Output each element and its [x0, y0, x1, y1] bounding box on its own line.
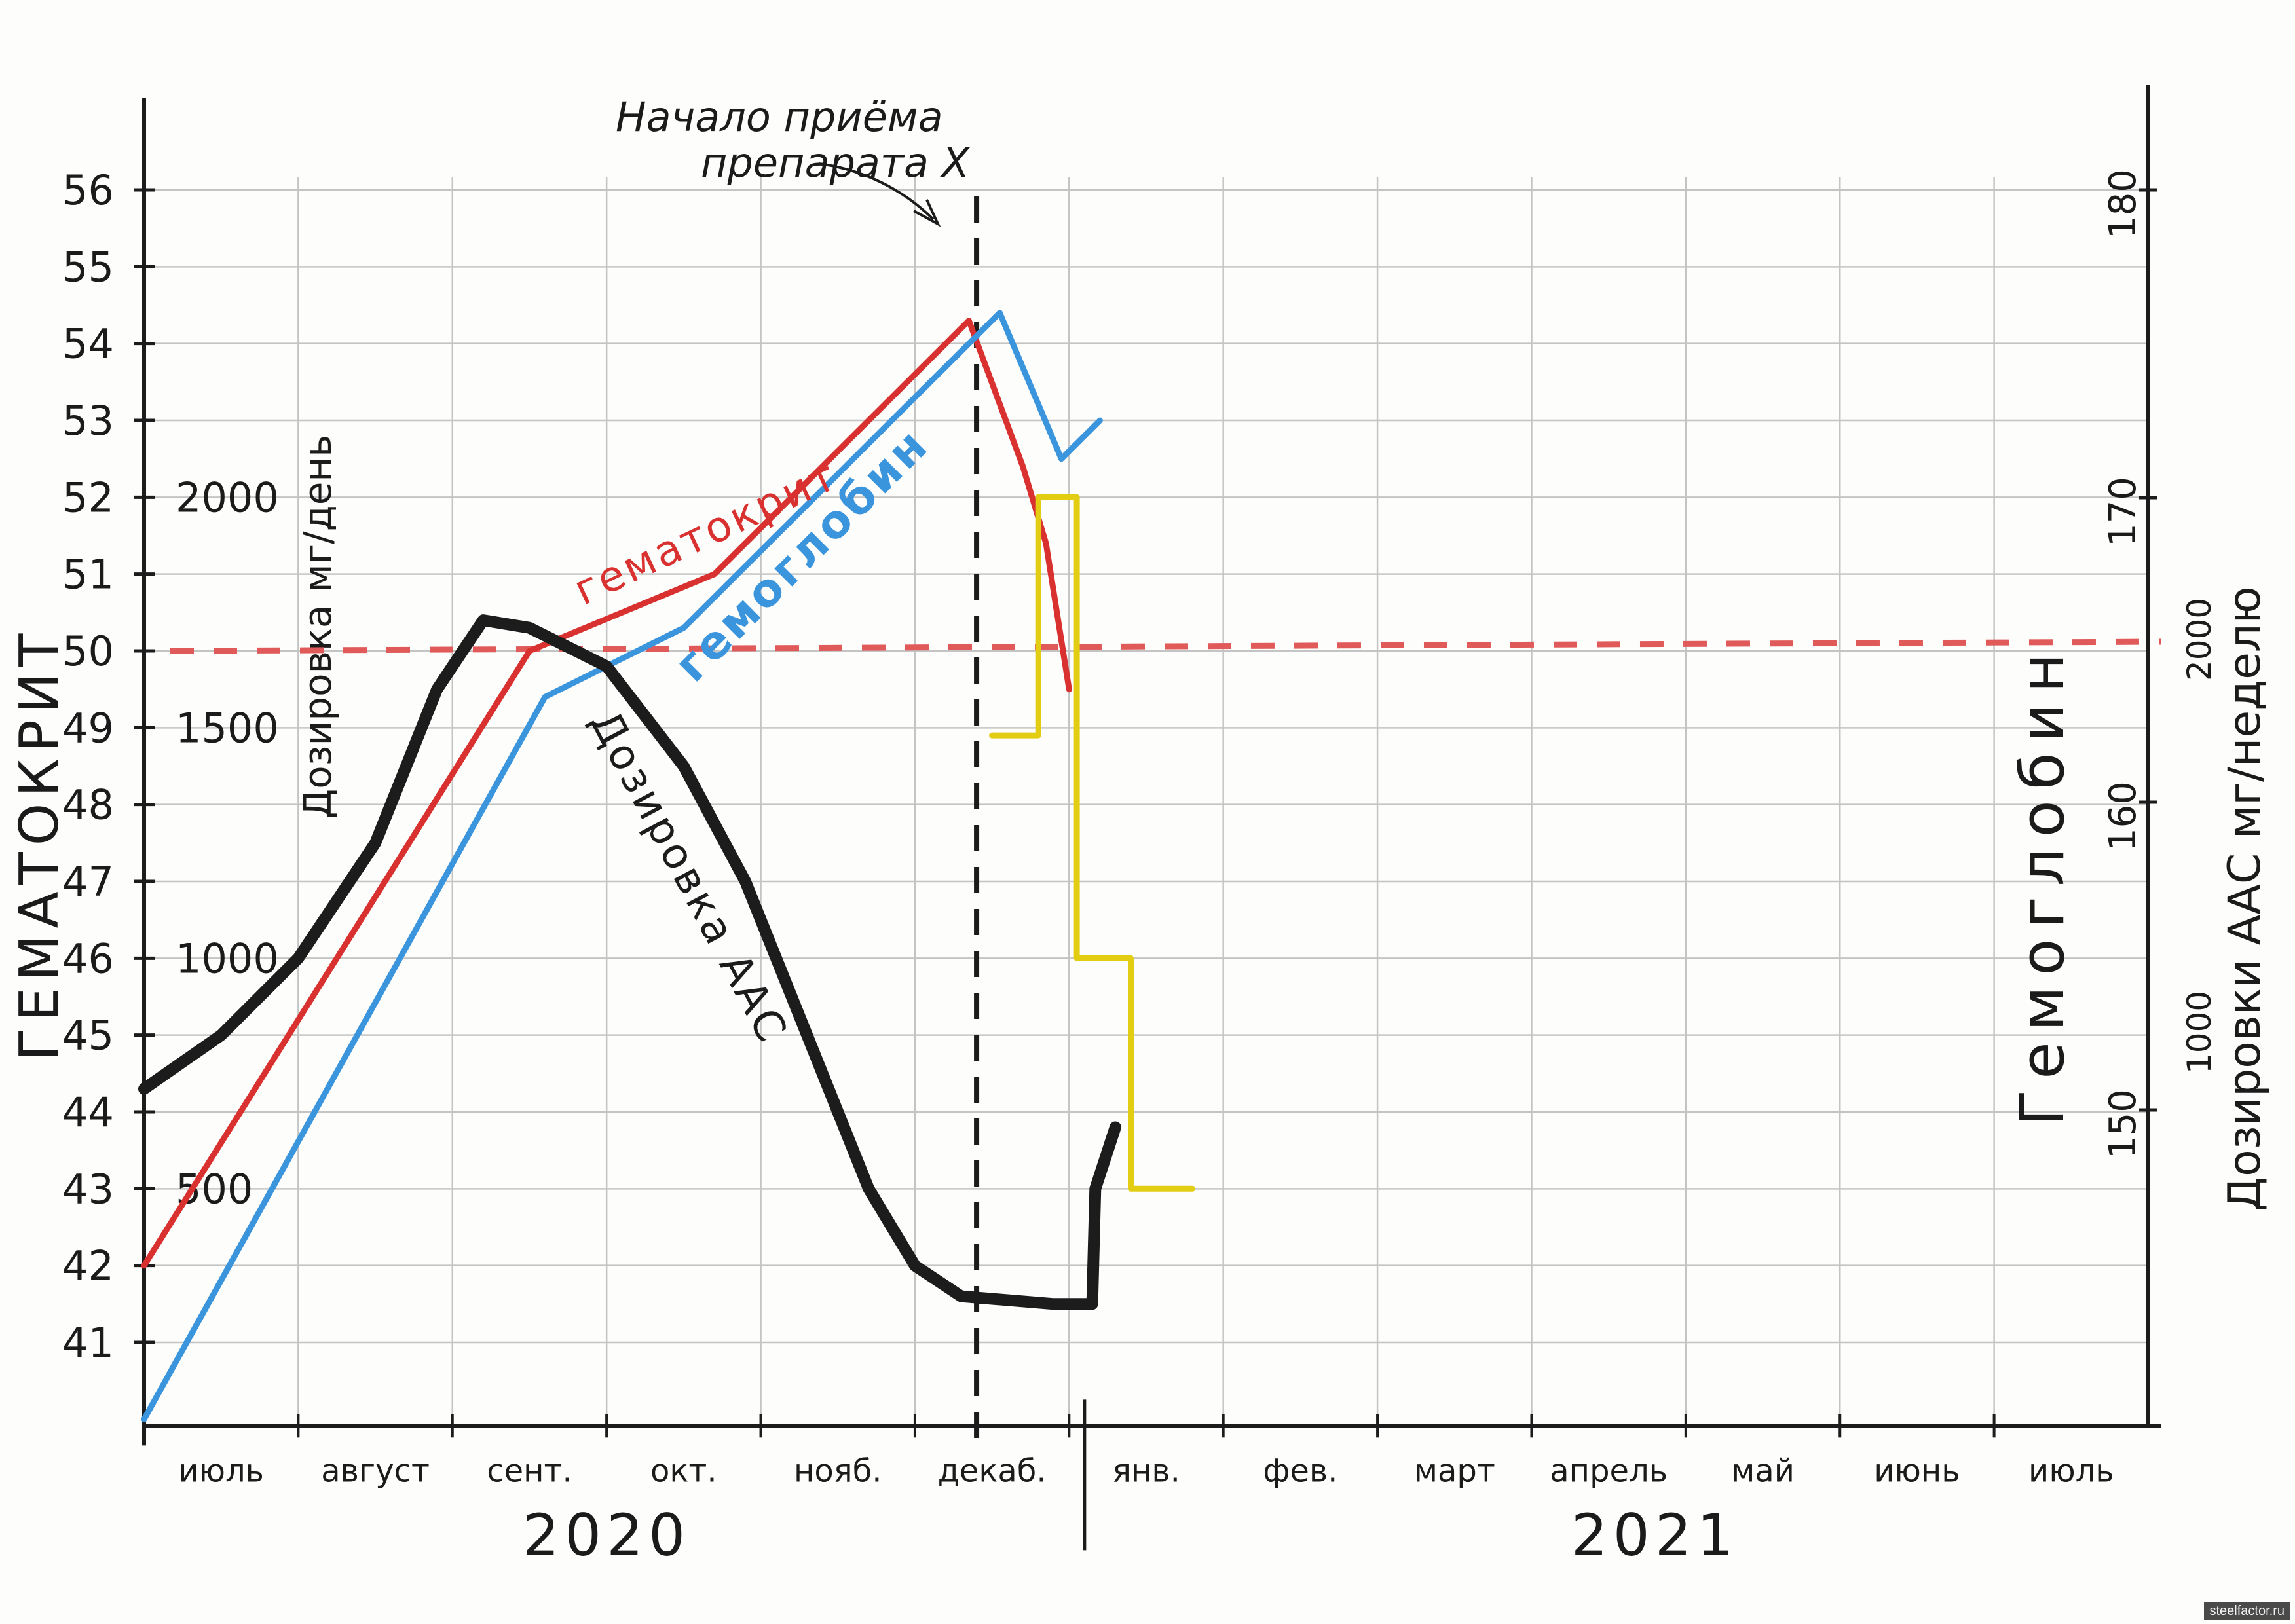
- series-line-4: [989, 494, 1196, 1192]
- hematocrit-tick-label: 55: [62, 243, 114, 291]
- dose-day-tick-label: 2000: [176, 473, 279, 521]
- hemoglobin-tick-label: 160: [2102, 781, 2144, 851]
- dose-week-axis-title: Дозировки ААС мг/неделю: [2219, 586, 2271, 1211]
- hematocrit-tick-label: 52: [62, 473, 114, 521]
- hemoglobin-tick-label: 170: [2102, 477, 2144, 547]
- annotation-arrow: [818, 162, 935, 221]
- hematocrit-tick-label: 44: [62, 1088, 114, 1136]
- hematocrit-tick-label: 45: [62, 1012, 114, 1060]
- month-label: нояб.: [794, 1452, 882, 1489]
- series-label-3: Дозировка ААС: [580, 703, 796, 1052]
- hemoglobin-tick-label: 180: [2102, 169, 2144, 239]
- month-label: июль: [178, 1452, 264, 1489]
- annotation-line-1: Начало приёма: [616, 93, 943, 141]
- dose-week-tick-label: 1000: [2180, 991, 2218, 1074]
- month-label: май: [1731, 1452, 1795, 1489]
- hematocrit-tick-label: 41: [62, 1319, 114, 1367]
- month-label: окт.: [650, 1452, 717, 1489]
- month-label: март: [1414, 1452, 1495, 1489]
- month-label: август: [321, 1452, 430, 1489]
- hemoglobin-axis-title: Гемоглобин: [2007, 642, 2078, 1126]
- series-line-1: [141, 318, 1072, 1269]
- hematocrit-tick-label: 46: [62, 934, 114, 982]
- grid: [144, 177, 2150, 1420]
- hemoglobin-tick-label: 150: [2102, 1089, 2144, 1159]
- hematocrit-tick-label: 43: [62, 1165, 114, 1213]
- series-line-2: [141, 310, 1103, 1422]
- month-label: июль: [2028, 1452, 2114, 1489]
- dose-day-tick-label: 1000: [176, 934, 279, 982]
- hematocrit-tick-label: 48: [62, 781, 114, 829]
- hematocrit-tick-label: 42: [62, 1242, 114, 1290]
- hematocrit-tick-label: 56: [62, 166, 114, 214]
- month-label: декаб.: [938, 1452, 1047, 1489]
- year-label: 2021: [1571, 1502, 1739, 1569]
- hematocrit-axis-title: ГЕМАТОКРИТ: [9, 627, 71, 1061]
- annotation-line-2: препарата X: [701, 139, 971, 187]
- month-label: июнь: [1874, 1452, 1960, 1489]
- dose-day-axis-title: Дозировка мг/день: [295, 435, 340, 819]
- annotation-arrow-head: [913, 199, 941, 227]
- month-label: апрель: [1550, 1452, 1668, 1489]
- dose-week-tick-label: 2000: [2180, 598, 2218, 681]
- dose-day-tick-label: 500: [176, 1165, 253, 1213]
- hematocrit-tick-label: 54: [62, 320, 114, 368]
- hematocrit-tick-label: 49: [62, 704, 114, 752]
- month-label: фев.: [1263, 1452, 1337, 1489]
- dose-day-tick-label: 1500: [176, 704, 279, 752]
- hematocrit-tick-label: 53: [62, 397, 114, 445]
- hematocrit-tick-label: 50: [62, 627, 114, 675]
- year-label: 2020: [523, 1502, 690, 1569]
- watermark: steelfactor.ru: [2204, 1602, 2290, 1620]
- reference-line-50: [170, 638, 2162, 654]
- month-label: янв.: [1112, 1452, 1180, 1489]
- hematocrit-tick-label: 47: [62, 858, 114, 906]
- hematocrit-tick-label: 51: [62, 551, 114, 599]
- month-label: сент.: [487, 1452, 572, 1489]
- series-line-3: [138, 614, 1121, 1310]
